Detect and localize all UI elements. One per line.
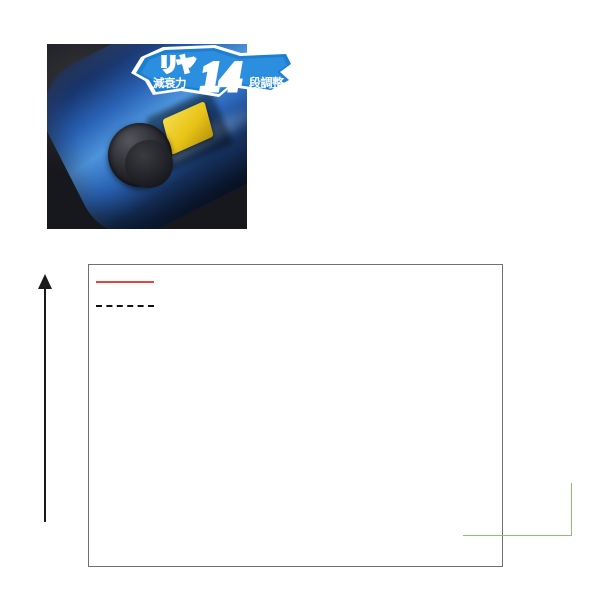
svg-text:14: 14 [201, 54, 241, 99]
chart-legend [96, 270, 256, 318]
damping-force-chart [0, 252, 600, 600]
legend-row-old [96, 294, 256, 318]
svg-text:リヤ: リヤ [159, 55, 195, 76]
svg-text:減衰力: 減衰力 [153, 76, 186, 90]
y-axis-arrow-head-icon [38, 274, 52, 289]
adjuster-dial [99, 114, 181, 196]
green-callout-box [463, 483, 572, 536]
svg-text:リヤ: リヤ [159, 55, 195, 76]
legend-swatch-dashed-black [96, 305, 154, 307]
svg-text:段調整: 段調整 [249, 75, 284, 90]
y-axis-arrow-shaft [44, 286, 46, 522]
dial-face [125, 140, 173, 188]
plot-area [88, 264, 572, 567]
legend-swatch-solid-red [96, 281, 154, 283]
product-photo-block: リヤ リヤ 減衰力 14 14 段調整 [47, 44, 295, 229]
badge-art: リヤ リヤ 減衰力 14 14 段調整 [131, 45, 295, 102]
legend-row-new [96, 270, 256, 294]
feature-badge: リヤ リヤ 減衰力 14 14 段調整 [123, 43, 303, 105]
dial-body [108, 123, 173, 188]
svg-text:14: 14 [201, 54, 241, 99]
